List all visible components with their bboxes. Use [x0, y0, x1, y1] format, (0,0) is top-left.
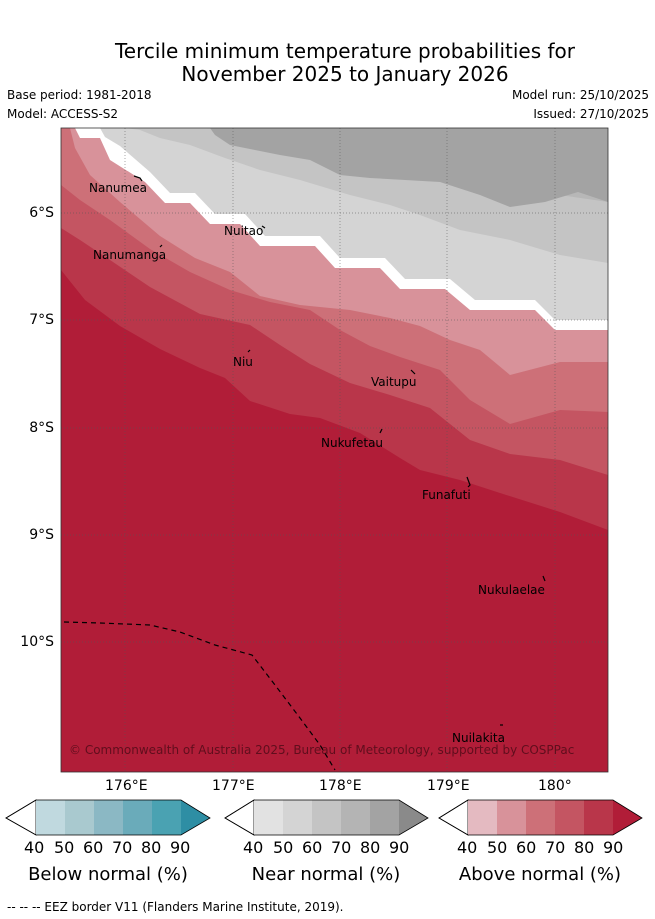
tick: 90 — [603, 838, 624, 857]
colorbar-near — [224, 799, 429, 836]
map-title: Tercile minimum temperature probabilitie… — [0, 40, 655, 86]
tick: 80 — [141, 838, 162, 857]
eez-border — [63, 621, 336, 771]
lon-label: 179°E — [427, 778, 470, 794]
colorbar-above-swatch — [526, 800, 555, 835]
band-near-80 — [210, 128, 608, 207]
colorbar-near-swatch — [254, 800, 283, 835]
tick: 50 — [487, 838, 508, 857]
place-label-funafuti: Funafuti — [422, 488, 471, 502]
model-name: Model: ACCESS-S2 — [7, 107, 119, 121]
tick: 60 — [516, 838, 537, 857]
tick: 50 — [273, 838, 294, 857]
lon-label: 176°E — [105, 778, 148, 794]
eez-legend-note: -- -- -- EEZ border V11 (Flanders Marine… — [7, 900, 344, 914]
tick: 40 — [457, 838, 478, 857]
lat-label: 10°S — [20, 634, 54, 650]
place-label-nukulaelae: Nukulaelae — [478, 583, 545, 597]
base-period: Base period: 1981-2018 — [7, 88, 152, 102]
colorbar-above-swatch — [468, 800, 497, 835]
tick: 70 — [112, 838, 133, 857]
colorbar-near-title: Near normal (%) — [251, 864, 401, 885]
colorbar-near-swatch — [283, 800, 312, 835]
colorbar-below-swatch — [36, 800, 65, 835]
colorbar-below-swatch — [94, 800, 123, 835]
colorbar-below-swatch — [65, 800, 94, 835]
lat-label: 8°S — [29, 420, 54, 436]
lon-label: 177°E — [212, 778, 255, 794]
tick: 60 — [83, 838, 104, 857]
colorbar-below-title: Below normal (%) — [28, 864, 188, 885]
colorbar-above — [438, 799, 643, 836]
colorbar-below-swatch — [152, 800, 181, 835]
title-line-2: November 2025 to January 2026 — [181, 62, 509, 86]
graticule — [61, 128, 608, 772]
colorbar-near-over — [399, 800, 428, 835]
map-frame — [60, 127, 609, 773]
lon-label: 178°E — [319, 778, 362, 794]
island-marks — [133, 175, 546, 726]
copyright-notice: © Commonwealth of Australia 2025, Bureau… — [69, 743, 575, 757]
colorbar-above-title: Above normal (%) — [458, 864, 622, 885]
tick: 80 — [574, 838, 595, 857]
tick: 70 — [331, 838, 352, 857]
colorbar-below — [5, 799, 211, 836]
place-label-vaitupu: Vaitupu — [371, 375, 417, 389]
place-label-nanumanga: Nanumanga — [93, 248, 167, 262]
tick: 50 — [54, 838, 75, 857]
lat-label: 7°S — [29, 312, 54, 328]
lat-label: 6°S — [29, 205, 54, 221]
place-label-nukufetau: Nukufetau — [321, 436, 384, 450]
colorbar-near-swatch — [370, 800, 399, 835]
colorbar-above-swatch — [497, 800, 526, 835]
colorbar-above-swatch — [584, 800, 613, 835]
colorbar-above-swatch — [555, 800, 584, 835]
model-run-date: Model run: 25/10/2025 — [511, 88, 649, 102]
colorbar-below-under — [5, 799, 37, 836]
tick: 90 — [389, 838, 410, 857]
colorbar-near-under — [224, 799, 255, 836]
tick: 80 — [360, 838, 381, 857]
colorbar-near-swatch — [341, 800, 370, 835]
colorbar-near-swatch — [312, 800, 341, 835]
colorbar-below-over — [181, 800, 210, 835]
tick: 40 — [24, 838, 45, 857]
lat-label: 9°S — [29, 527, 54, 543]
tick: 40 — [243, 838, 264, 857]
colorbar-below-swatch — [123, 800, 152, 835]
tick: 60 — [302, 838, 323, 857]
colorbar-above-over — [613, 800, 642, 835]
tick: 70 — [545, 838, 566, 857]
place-label-nuitao: Nuitao — [224, 224, 264, 238]
issued-date: Issued: 27/10/2025 — [533, 107, 649, 121]
place-label-niu: Niu — [233, 355, 253, 369]
place-label-nuilakita: Nuilakita — [452, 731, 505, 745]
colorbar-above-under — [438, 799, 469, 836]
place-label-nanumea: Nanumea — [89, 181, 147, 195]
lon-label: 180° — [538, 778, 572, 794]
title-line-1: Tercile minimum temperature probabilitie… — [114, 39, 576, 63]
tick: 90 — [170, 838, 191, 857]
